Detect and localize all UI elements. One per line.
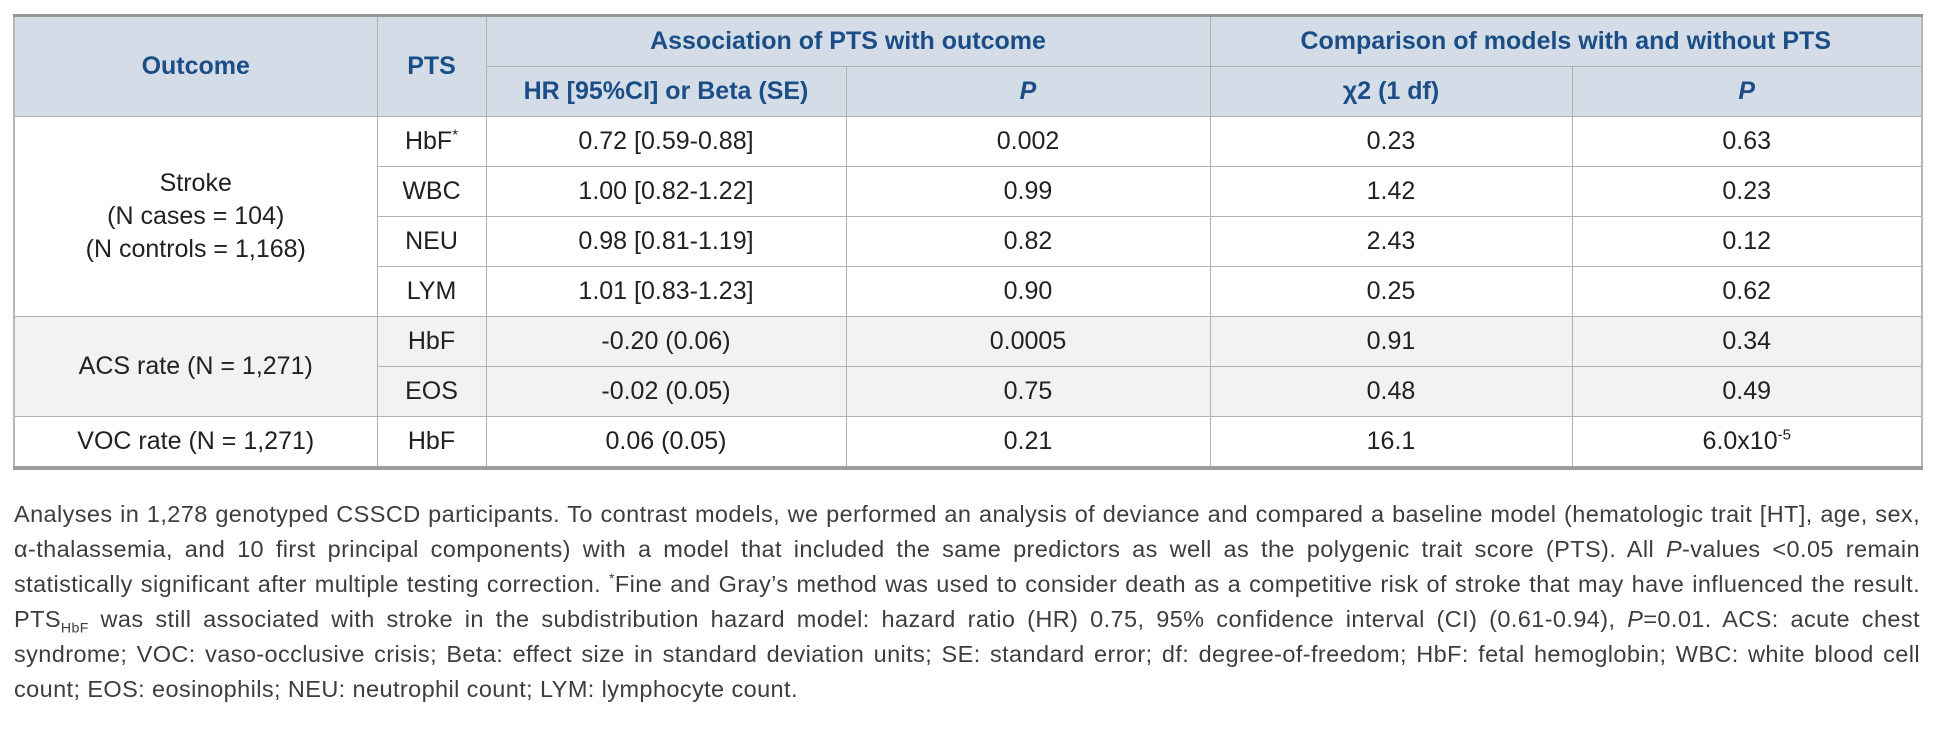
hr-cell: 0.98 [0.81-1.19] <box>485 216 847 267</box>
footnote-text: Analyses in 1,278 genotyped CSSCD partic… <box>14 501 1920 562</box>
header-chi-square: χ2 (1 df) <box>1209 66 1573 117</box>
p2-cell: 0.23 <box>1571 166 1923 217</box>
hr-cell: -0.20 (0.06) <box>485 316 847 367</box>
outcome-line: ACS rate (N = 1,271) <box>78 352 313 380</box>
hr-cell: 1.01 [0.83-1.23] <box>485 266 847 317</box>
header-outcome: Outcome <box>13 15 378 117</box>
asterisk-superscript: * <box>452 126 459 144</box>
hr-cell: 0.72 [0.59-0.88] <box>485 116 847 167</box>
pts-cell: HbF <box>376 316 487 367</box>
p-cell: 0.82 <box>845 216 1211 267</box>
table-body: Stroke (N cases = 104) (N controls = 1,1… <box>13 116 1923 469</box>
p-cell: 0.75 <box>845 366 1211 417</box>
results-table: Outcome PTS Association of PTS with outc… <box>13 14 1923 470</box>
outcome-line: Stroke <box>159 169 232 197</box>
hr-cell: 1.00 [0.82-1.22] <box>485 166 847 217</box>
table-row-stroke-lym: LYM 1.01 [0.83-1.23] 0.90 0.25 0.62 <box>14 266 1923 317</box>
p-cell: 0.90 <box>845 266 1211 317</box>
header-row-groups: Outcome PTS Association of PTS with outc… <box>13 15 1923 117</box>
p2-cell: 0.62 <box>1571 266 1923 317</box>
page: Outcome PTS Association of PTS with outc… <box>0 14 1937 735</box>
header-association-group: Association of PTS with outcome <box>485 15 1211 67</box>
header-pts: PTS <box>376 15 487 117</box>
table-row-acs-eos: EOS -0.02 (0.05) 0.75 0.48 0.49 <box>14 366 1923 417</box>
outcome-cell-acs: ACS rate (N = 1,271) <box>13 316 378 417</box>
outcome-line: (N controls = 1,168) <box>85 235 306 263</box>
pts-cell: NEU <box>376 216 487 267</box>
table-row-acs-hbf: ACS rate (N = 1,271) HbF -0.20 (0.06) 0.… <box>13 316 1923 417</box>
asterisk-superscript: * <box>609 570 615 587</box>
outcome-line: VOC rate (N = 1,271) <box>77 427 315 455</box>
p-cell: 0.21 <box>845 416 1211 469</box>
chi-cell: 0.91 <box>1209 316 1573 367</box>
p-cell: 0.0005 <box>845 316 1211 367</box>
hr-cell: 0.06 (0.05) <box>485 416 847 469</box>
exponent-superscript: -5 <box>1777 426 1791 444</box>
outcome-line: (N cases = 104) <box>107 202 285 230</box>
header-row-subheads: HR [95%CI] or Beta (SE) P χ2 (1 df) P <box>14 66 1923 117</box>
p2-cell: 0.49 <box>1571 366 1923 417</box>
chi-cell: 16.1 <box>1209 416 1573 469</box>
chi-cell: 0.25 <box>1209 266 1573 317</box>
p2-cell: 0.63 <box>1571 116 1923 167</box>
outcome-cell-stroke: Stroke (N cases = 104) (N controls = 1,1… <box>13 116 378 317</box>
outcome-cell-voc: VOC rate (N = 1,271) <box>13 416 378 469</box>
pts-cell: WBC <box>376 166 487 217</box>
p-cell: 0.002 <box>845 116 1211 167</box>
footnote-text: -values <0.05 remain statistically signi… <box>14 536 1920 597</box>
p2-cell: 0.34 <box>1571 316 1923 367</box>
table-header: Outcome PTS Association of PTS with outc… <box>13 15 1923 117</box>
p2-cell: 0.12 <box>1571 216 1923 267</box>
pts-cell: EOS <box>376 366 487 417</box>
header-comparison-group: Comparison of models with and without PT… <box>1209 15 1923 67</box>
chi-cell: 1.42 <box>1209 166 1573 217</box>
hbf-subscript: HbF <box>60 619 89 636</box>
pts-cell: LYM <box>376 266 487 317</box>
pts-cell: HbF* <box>376 116 487 167</box>
header-p-association: P <box>845 66 1211 117</box>
chi-cell: 0.48 <box>1209 366 1573 417</box>
p-cell: 0.99 <box>845 166 1211 217</box>
chi-cell: 0.23 <box>1209 116 1573 167</box>
footnote-text: Fine and Gray’s method was used to consi… <box>14 571 1920 632</box>
hr-cell: -0.02 (0.05) <box>485 366 847 417</box>
header-p-comparison: P <box>1571 66 1923 117</box>
footnote-p-italic: P <box>1627 606 1644 632</box>
table-footnote: Analyses in 1,278 genotyped CSSCD partic… <box>14 497 1920 707</box>
footnote-text: =0.01. ACS: acute chest syndrome; VOC: v… <box>14 606 1920 702</box>
chi-cell: 2.43 <box>1209 216 1573 267</box>
header-hr-beta: HR [95%CI] or Beta (SE) <box>485 66 847 117</box>
footnote-p-italic: P <box>1665 536 1683 562</box>
table-row-stroke-hbf: Stroke (N cases = 104) (N controls = 1,1… <box>13 116 1923 317</box>
pts-cell: HbF <box>376 416 487 469</box>
table-row-voc-hbf: VOC rate (N = 1,271) HbF 0.06 (0.05) 0.2… <box>13 416 1923 469</box>
p2-cell: 6.0x10-5 <box>1571 416 1923 469</box>
footnote-text: was still associated with stroke in the … <box>88 606 1628 632</box>
